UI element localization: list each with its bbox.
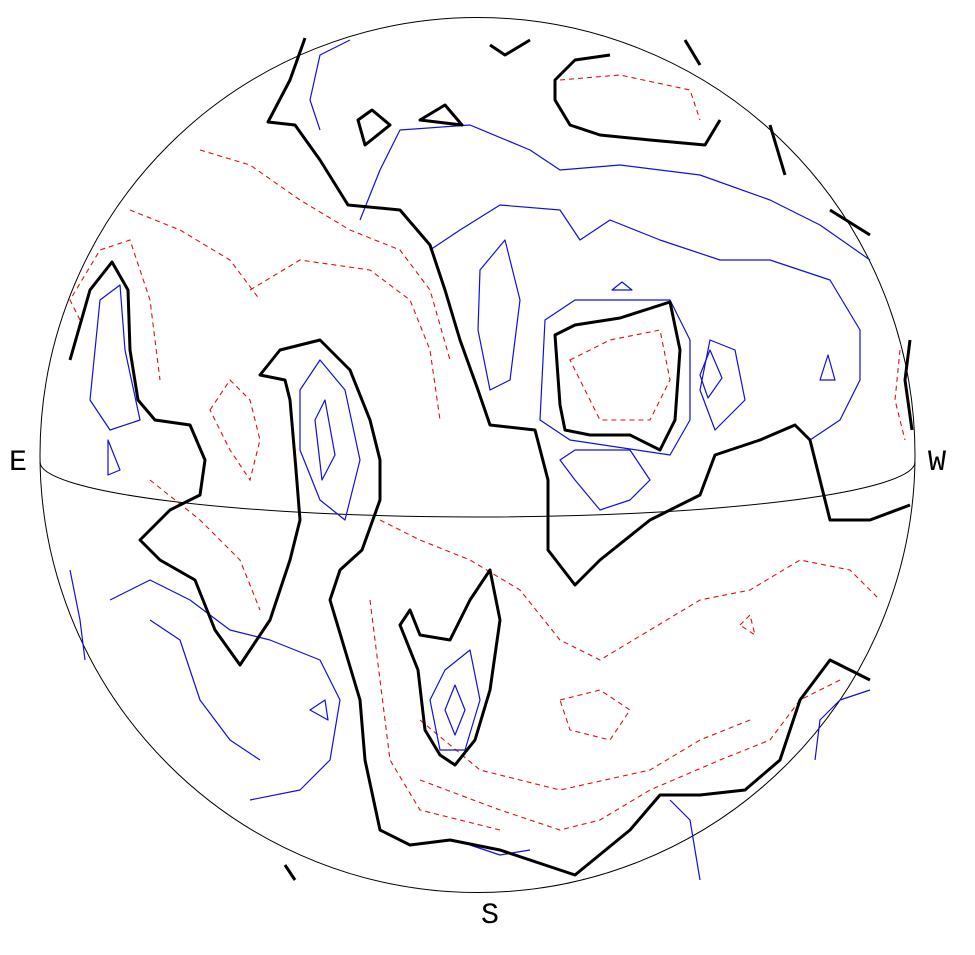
red-contour: [199, 149, 451, 361]
red-contour: [369, 599, 501, 831]
blue-contour: [429, 649, 481, 751]
nodal-line: [553, 53, 722, 147]
red-contour: [249, 259, 441, 421]
east-label: E: [9, 446, 27, 480]
blue-contour: [309, 39, 351, 131]
blue-contour: [69, 569, 86, 661]
blue-contour: [699, 339, 746, 431]
blue-contour: [477, 239, 521, 391]
red-contour: [149, 479, 261, 611]
nodal-line: [68, 260, 871, 877]
blue-contour: [559, 449, 651, 511]
sphere: [39, 17, 916, 893]
blue-contour: [611, 281, 633, 291]
red-contour: [739, 613, 756, 637]
red-contour: [379, 519, 881, 661]
sphere-outline: [39, 17, 916, 893]
blue-contour: [669, 799, 701, 881]
red-contour: [894, 349, 906, 441]
blue-contour: [89, 284, 141, 431]
blue-contours: [69, 39, 871, 881]
blue-contour: [469, 844, 531, 856]
red-contour: [419, 719, 751, 791]
blue-contour: [429, 204, 861, 441]
red-contour: [559, 74, 701, 121]
nodal-line: [553, 300, 682, 452]
blue-contour: [107, 439, 121, 476]
red-contour: [569, 329, 671, 421]
red-contours: [69, 74, 906, 831]
nodal-line: [903, 339, 914, 431]
nodal-line: [489, 38, 531, 57]
nodal-line: [683, 39, 702, 66]
blue-contour: [109, 579, 341, 801]
nodal-line: [356, 108, 392, 147]
nodal-line: [418, 103, 464, 127]
red-contour: [129, 209, 261, 301]
blue-contour: [699, 349, 723, 399]
blue-contour: [314, 399, 336, 481]
nodal-line: [398, 568, 502, 767]
west-label: W: [928, 446, 946, 480]
blue-contour: [819, 354, 836, 381]
blue-contour: [444, 684, 466, 736]
nodal-line: [829, 208, 871, 237]
blue-contour: [299, 359, 361, 521]
blue-contour: [814, 689, 871, 761]
nodal-line: [266, 37, 911, 587]
south-label: S: [481, 899, 499, 933]
red-contour: [559, 689, 631, 741]
red-contour: [209, 379, 261, 482]
blue-contour: [359, 124, 871, 261]
nodal-line: [283, 864, 297, 881]
blue-contour: [539, 299, 691, 456]
red-contour: [69, 239, 161, 381]
red-contour: [419, 679, 841, 831]
nodal-line: [768, 124, 787, 176]
blue-contour: [149, 619, 261, 761]
blue-contour: [309, 699, 329, 721]
equator: [39, 461, 916, 518]
black-nodal-lines: [68, 37, 914, 881]
